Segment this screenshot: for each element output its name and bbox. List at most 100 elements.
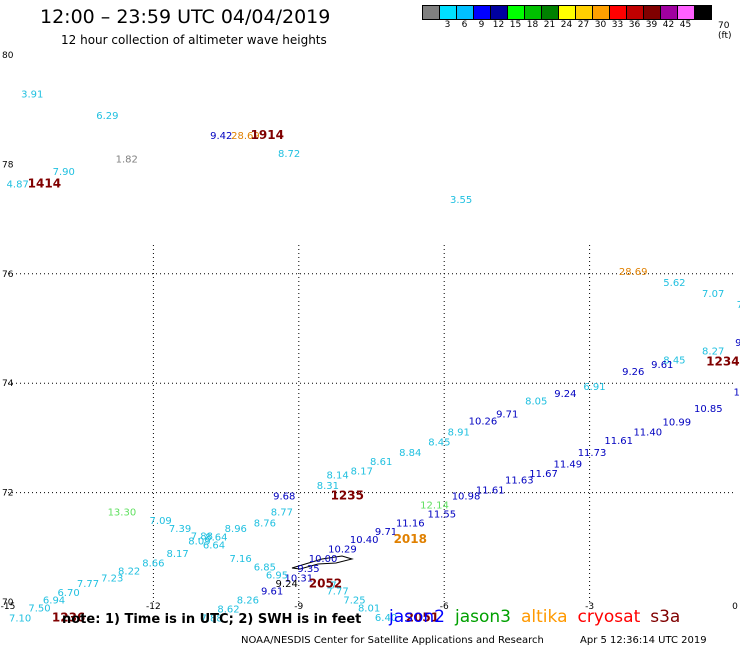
wave-height-value: 10.99 bbox=[663, 417, 692, 428]
wave-height-value: 8.05 bbox=[525, 397, 547, 408]
wave-height-value: 8.01 bbox=[358, 603, 380, 614]
wave-height-value: 7.39 bbox=[169, 524, 191, 535]
satellite-altika: altika bbox=[521, 607, 568, 627]
legend-label: 24 bbox=[560, 20, 573, 30]
legend-label: 27 bbox=[577, 20, 590, 30]
wave-height-value: 8.96 bbox=[225, 524, 247, 535]
wave-height-value: 7.90 bbox=[53, 167, 75, 178]
lon-tick-label: -15 bbox=[1, 602, 16, 612]
wave-height-value: 8.76 bbox=[254, 519, 276, 530]
wave-height-value: 12.14 bbox=[420, 501, 449, 512]
wave-height-value: 6.94 bbox=[43, 595, 65, 606]
wave-height-value: 7. bbox=[330, 580, 340, 591]
wave-height-value: 8.72 bbox=[278, 149, 300, 160]
lat-tick-label: 74 bbox=[2, 379, 14, 389]
wave-height-value: 7.16 bbox=[230, 554, 252, 565]
wave-height-value: 6.29 bbox=[96, 111, 118, 122]
wave-height-value: 6.40 bbox=[375, 613, 397, 624]
wave-height-value: 3.55 bbox=[450, 195, 472, 206]
wave-height-value: 7.07 bbox=[702, 289, 724, 300]
wave-height-value: 10.31 bbox=[284, 573, 313, 584]
wave-height-value: 11.55 bbox=[427, 509, 456, 520]
lon-tick-label: -3 bbox=[585, 602, 594, 612]
wave-height-value: 7.88 bbox=[200, 613, 222, 624]
wave-height-value: 8.27 bbox=[702, 346, 724, 357]
wave-height-value: 7.50 bbox=[28, 603, 50, 614]
wave-height-value: 8.84 bbox=[399, 448, 421, 459]
wave-height-value: 10 bbox=[733, 387, 740, 398]
legend-label: 39 bbox=[645, 20, 658, 30]
wave-height-value: 8.09 bbox=[188, 537, 210, 548]
wave-height-value: 8.26 bbox=[237, 595, 259, 606]
wave-height-value: 8.17 bbox=[167, 549, 189, 560]
wave-height-value: 8.61 bbox=[370, 457, 392, 468]
wave-height-value: 9.61 bbox=[651, 360, 673, 371]
lat-tick-label: 72 bbox=[2, 489, 13, 499]
wave-height-value: 8.77 bbox=[271, 508, 293, 519]
lat-tick-label: 76 bbox=[2, 270, 14, 280]
wave-height-value: 8.14 bbox=[326, 471, 348, 482]
wave-height-value: 8.22 bbox=[118, 566, 140, 577]
wave-height-value: 9.71 bbox=[496, 409, 518, 420]
wave-height-value: 9.42 bbox=[210, 131, 232, 142]
legend-label: 3 bbox=[444, 20, 451, 30]
satellite-legend: jason2 jason3 altika cryosat s3a bbox=[389, 607, 690, 627]
wave-height-value: 7.10 bbox=[9, 613, 31, 624]
wave-height-value: 8.17 bbox=[351, 467, 373, 478]
wave-height-value: 11.61 bbox=[476, 485, 505, 496]
wave-height-value: 8.45 bbox=[663, 356, 685, 367]
wave-height-value: 8.45 bbox=[428, 438, 450, 449]
satellite-jason3: jason3 bbox=[455, 607, 511, 627]
legend-label: 9 bbox=[478, 20, 485, 30]
lat-tick-label: 78 bbox=[2, 160, 14, 170]
legend-label: 6 bbox=[461, 20, 468, 30]
legend-label: 15 bbox=[509, 20, 522, 30]
wave-height-value: 6.85 bbox=[254, 562, 276, 573]
footnote: note: 1) Time is in UTC; 2) SWH is in fe… bbox=[62, 612, 362, 627]
wave-height-value: 28.69 bbox=[619, 267, 648, 278]
lon-tick-label: -12 bbox=[146, 602, 161, 612]
pass-time-label: 2018 bbox=[394, 532, 427, 546]
lat-tick-label: 80 bbox=[2, 51, 14, 61]
wave-height-value: 11.49 bbox=[553, 460, 582, 471]
wave-height-value: 9.26 bbox=[622, 367, 644, 378]
wave-height-value: 9.61 bbox=[261, 587, 283, 598]
wave-height-value: 9.71 bbox=[375, 527, 397, 538]
satellite-cryosat: cryosat bbox=[577, 607, 641, 627]
wave-height-value: 10.29 bbox=[328, 544, 357, 555]
wave-height-value: 9.68 bbox=[273, 491, 295, 502]
wave-height-value: 9.24 bbox=[554, 389, 576, 400]
wave-height-value: 28.69 bbox=[231, 131, 260, 142]
island-outline bbox=[291, 555, 354, 570]
pass-time-label: 1914 bbox=[251, 128, 284, 142]
wave-height-value: 7.25 bbox=[343, 595, 365, 606]
legend-units: 70 (ft) bbox=[718, 21, 732, 41]
lat-tick-label: 70 bbox=[2, 598, 14, 608]
wave-height-value: 4.87 bbox=[7, 180, 29, 191]
lon-tick-label: -9 bbox=[294, 602, 303, 612]
wave-height-value: 13.30 bbox=[108, 508, 137, 519]
wave-height-value: 10.26 bbox=[469, 416, 498, 427]
pass-time-label: 2052 bbox=[309, 576, 342, 590]
pass-time-label: 1414 bbox=[28, 177, 61, 191]
wave-height-value: 11.67 bbox=[529, 469, 558, 480]
wave-height-value: 11.61 bbox=[604, 436, 633, 447]
legend-label: 12 bbox=[492, 20, 505, 30]
legend-label: 33 bbox=[611, 20, 624, 30]
wave-height-value: 6.64 bbox=[203, 541, 225, 552]
legend-label: 42 bbox=[662, 20, 675, 30]
wave-height-value: 11.63 bbox=[505, 475, 534, 486]
legend-swatches bbox=[422, 5, 712, 20]
chart-subtitle: 12 hour collection of altimeter wave hei… bbox=[61, 33, 327, 47]
legend-label: 45 bbox=[679, 20, 692, 30]
legend-label: 30 bbox=[594, 20, 607, 30]
wave-height-value: 8.66 bbox=[142, 559, 164, 570]
wave-height-value: 9.35 bbox=[297, 564, 319, 575]
chart-title: 12:00 – 23:59 UTC 04/04/2019 bbox=[40, 6, 331, 28]
wave-height-value: 1.82 bbox=[116, 154, 138, 165]
satellite-jason2: jason2 bbox=[389, 607, 445, 627]
wave-height-value: 6.91 bbox=[583, 382, 605, 393]
wave-height-value: 8.62 bbox=[217, 605, 239, 616]
legend-label: 36 bbox=[628, 20, 641, 30]
wave-height-value: 7.77 bbox=[77, 579, 99, 590]
